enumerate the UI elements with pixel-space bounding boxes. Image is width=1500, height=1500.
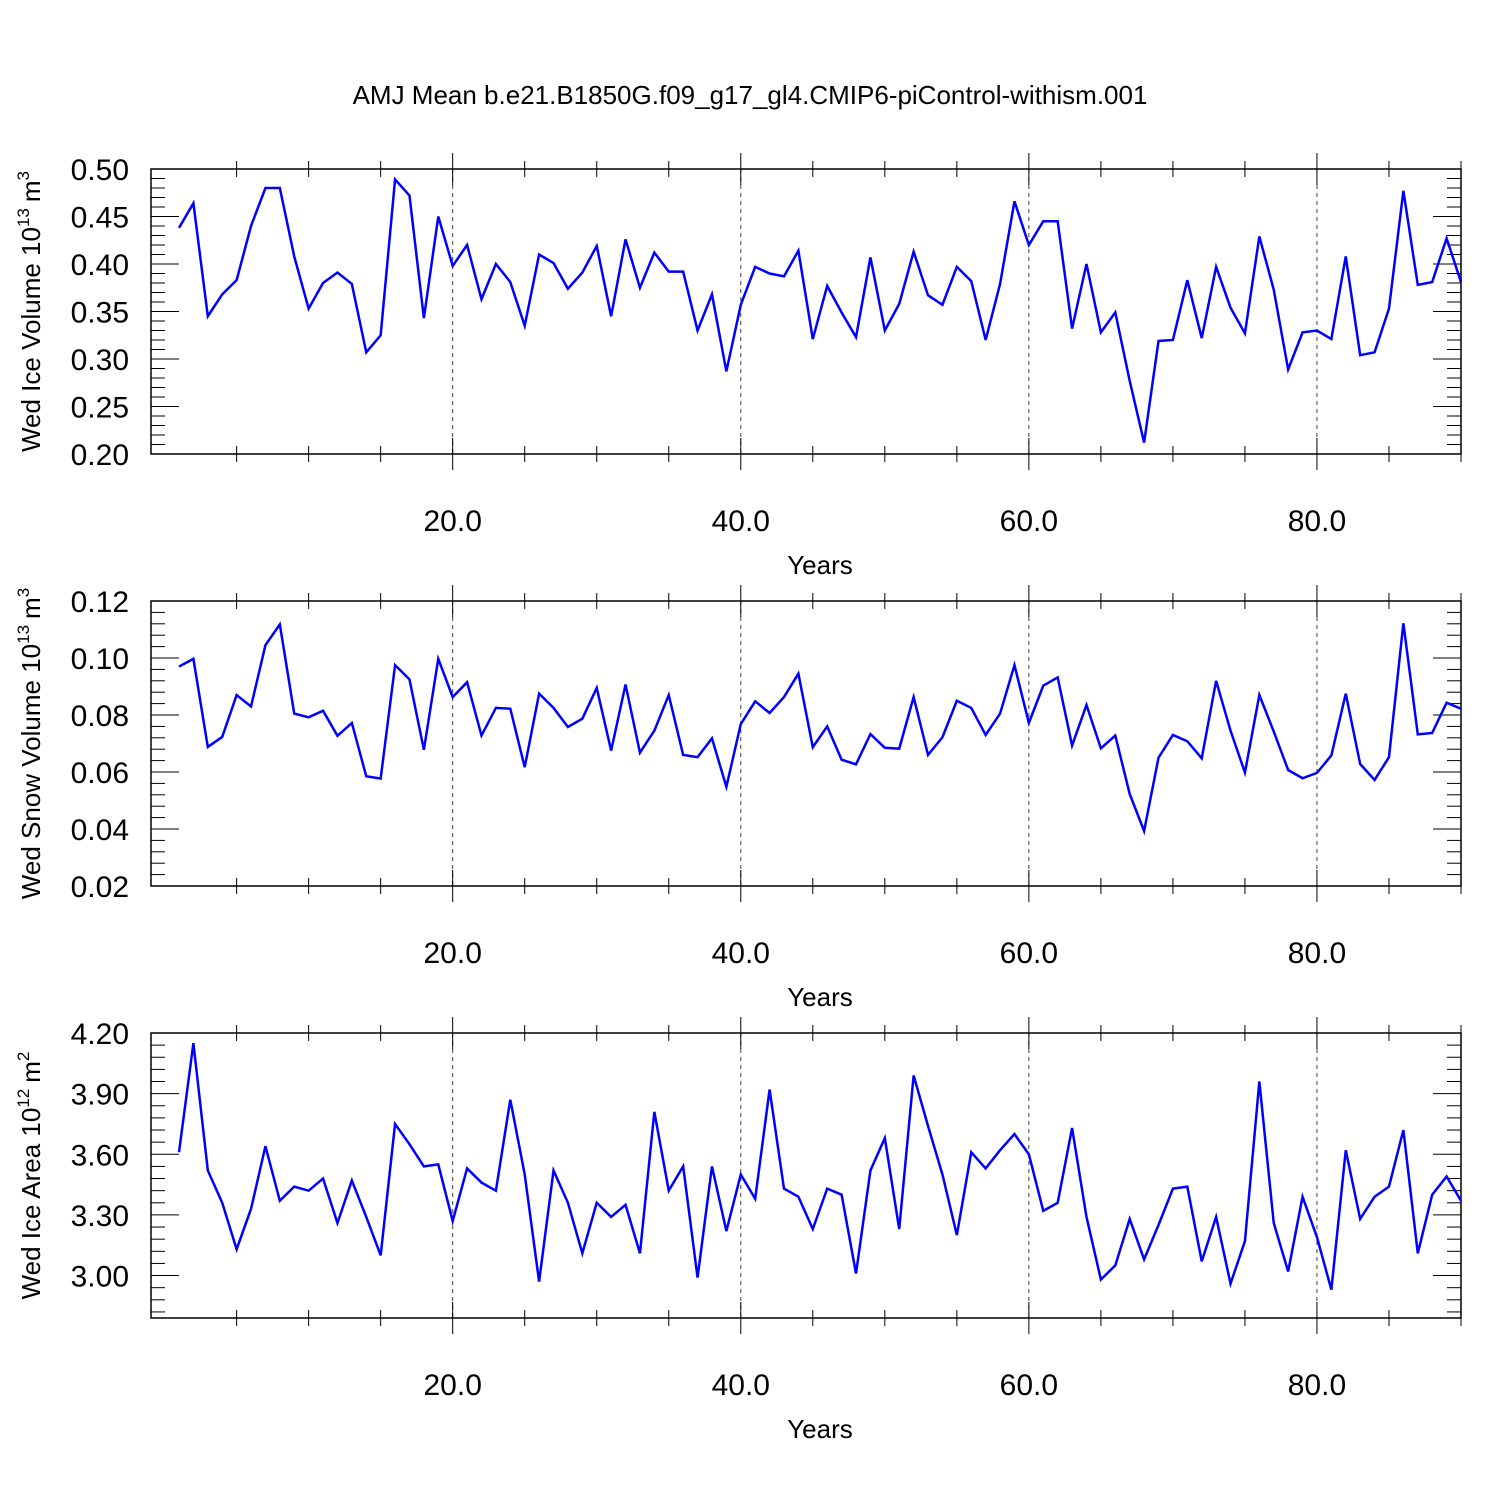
- y-tick-label: 0.08: [71, 700, 129, 733]
- y-axis-label-unit-exponent: 3: [14, 588, 33, 597]
- y-axis-label-text: Wed Ice Volume 10: [16, 227, 46, 452]
- y-tick-label: 3.00: [71, 1261, 129, 1294]
- x-tick-label: 40.0: [712, 1369, 770, 1402]
- x-tick-label: 40.0: [712, 505, 770, 538]
- y-axis-label: Wed Snow Volume 1013 m3: [14, 588, 46, 899]
- y-tick-label: 3.90: [71, 1079, 129, 1112]
- y-axis-label-unit: m: [16, 180, 46, 202]
- chart-title: AMJ Mean b.e21.B1850G.f09_g17_gl4.CMIP6-…: [352, 80, 1148, 110]
- y-tick-label: 0.50: [71, 154, 129, 187]
- plot-frame: [150, 1032, 1462, 1319]
- y-axis-label-exponent: 13: [14, 208, 33, 227]
- y-axis-label-exponent: 12: [14, 1089, 33, 1108]
- x-tick-label: 60.0: [1000, 505, 1058, 538]
- y-axis-label: Wed Ice Volume 1013 m3: [14, 171, 46, 452]
- y-axis-label: Wed Ice Area 1012 m2: [14, 1052, 46, 1300]
- y-tick-label: 0.25: [71, 392, 129, 425]
- y-tick-label: 0.30: [71, 344, 129, 377]
- y-axis-label-unit-exponent: 3: [14, 171, 33, 180]
- x-tick-label: 20.0: [423, 1369, 481, 1402]
- y-tick-label: 0.40: [71, 249, 129, 282]
- x-axis-label: Years: [787, 982, 853, 1012]
- y-axis-label-unit: m: [16, 1061, 46, 1083]
- x-tick-label: 60.0: [1000, 1369, 1058, 1402]
- x-tick-label: 20.0: [423, 937, 481, 970]
- y-tick-label: 4.20: [71, 1018, 129, 1051]
- y-axis-label-text: Wed Ice Area 10: [16, 1108, 46, 1300]
- y-axis-label-exponent: 13: [14, 625, 33, 644]
- chart-panel-3: 20.0 40.0 60.0 80.0 Years 3.00 3.30 3.60 3.90 4.2…: [14, 1017, 1463, 1444]
- y-tick-label: 0.45: [71, 202, 129, 235]
- x-tick-label: 80.0: [1288, 505, 1346, 538]
- x-tick-label: 80.0: [1288, 1369, 1346, 1402]
- x-tick-label: 40.0: [712, 937, 770, 970]
- y-tick-label: 0.12: [71, 586, 129, 619]
- y-tick-label: 0.02: [71, 871, 129, 904]
- series-line: [177, 176, 1463, 443]
- x-axis-label: Years: [787, 550, 853, 580]
- x-tick-label: 20.0: [423, 505, 481, 538]
- y-tick-label: 3.60: [71, 1139, 129, 1172]
- chart-panel-1: 20.0 40.0 60.0 80.0 Years 0.20 0.25 0.30 0.35 0.4…: [14, 153, 1463, 580]
- series-line: [178, 621, 1462, 836]
- y-tick-label: 3.30: [71, 1200, 129, 1233]
- y-axis-label-unit: m: [16, 597, 46, 619]
- plot-frame: [150, 600, 1462, 887]
- y-tick-label: 0.20: [71, 439, 129, 472]
- x-tick-label: 60.0: [1000, 937, 1058, 970]
- plot-frame: [150, 168, 1462, 455]
- y-tick-label: 0.04: [71, 814, 129, 847]
- y-tick-label: 0.10: [71, 643, 129, 676]
- y-axis-label-text: Wed Snow Volume 10: [16, 644, 46, 899]
- x-axis-label: Years: [787, 1414, 853, 1444]
- x-tick-label: 80.0: [1288, 937, 1346, 970]
- y-axis-label-unit-exponent: 2: [14, 1052, 33, 1061]
- y-tick-label: 0.06: [71, 757, 129, 790]
- series-line: [177, 1042, 1463, 1291]
- chart-panel-2: 20.0 40.0 60.0 80.0 Years 0.02 0.04 0.06 0.08 0.1…: [14, 585, 1462, 1012]
- y-tick-label: 0.35: [71, 297, 129, 330]
